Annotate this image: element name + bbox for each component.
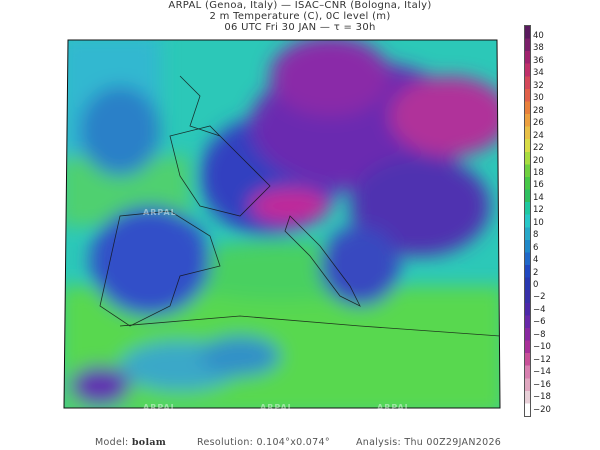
colorbar-label: 16 (533, 180, 544, 191)
watermark: ARPAL (377, 403, 411, 412)
model-label: Model: (95, 437, 129, 448)
colorbar-label: −14 (533, 367, 551, 378)
colorbar-label: 30 (533, 93, 544, 104)
colorbar-label: 24 (533, 130, 544, 141)
colorbar-label: 10 (533, 217, 544, 228)
colorbar-label: −18 (533, 392, 551, 403)
title-line-1: ARPAL (Genoa, Italy) — ISAC–CNR (Bologna… (168, 0, 432, 11)
colorbar-label: 8 (533, 230, 539, 241)
colorbar-label: 40 (533, 31, 544, 41)
colorbar-label: 26 (533, 118, 544, 129)
colorbar-label: 28 (533, 105, 544, 116)
colorbar-label: 18 (533, 167, 544, 178)
colorbar-label: 32 (533, 80, 544, 91)
colorbar-label: 20 (533, 155, 544, 166)
colorbar-label: −8 (533, 329, 546, 340)
temperature-map (63, 39, 501, 409)
colorbar-label: −10 (533, 342, 551, 353)
colorbar-label: 6 (533, 242, 539, 253)
colorbar-label: 22 (533, 143, 544, 154)
title-line-2: 2 m Temperature (C), 0C level (m) (209, 11, 391, 22)
colorbar-label: −16 (533, 379, 551, 390)
watermark: ARPAL (260, 403, 294, 412)
colorbar-label: 34 (533, 68, 544, 79)
colorbar-label: −20 (533, 404, 551, 415)
colorbar-label: −6 (533, 317, 546, 328)
model-name: bolam (131, 437, 167, 448)
colorbar-label: −2 (533, 292, 546, 303)
colorbar-label: −4 (533, 304, 546, 315)
resolution: Resolution: 0.104°x0.074° (197, 437, 330, 448)
watermark: ARPAL (143, 403, 177, 412)
colorbar-label: 12 (533, 205, 544, 216)
colorbar-label: 4 (533, 255, 539, 266)
colorbar-label: 2 (533, 267, 539, 278)
analysis-time: Analysis: Thu 00Z29JAN2026 (356, 437, 502, 448)
colorbar (524, 25, 531, 417)
colorbar-label: 36 (533, 55, 544, 66)
colorbar-label: 0 (533, 280, 539, 290)
colorbar-label: 38 (533, 43, 544, 54)
watermark: ARPAL (143, 208, 177, 217)
model-info: Model: bolam (95, 437, 166, 448)
colorbar-label: 14 (533, 192, 544, 203)
title-line-3: 06 UTC Fri 30 JAN — τ = 30h (224, 22, 376, 33)
colorbar-label: −12 (533, 354, 551, 365)
